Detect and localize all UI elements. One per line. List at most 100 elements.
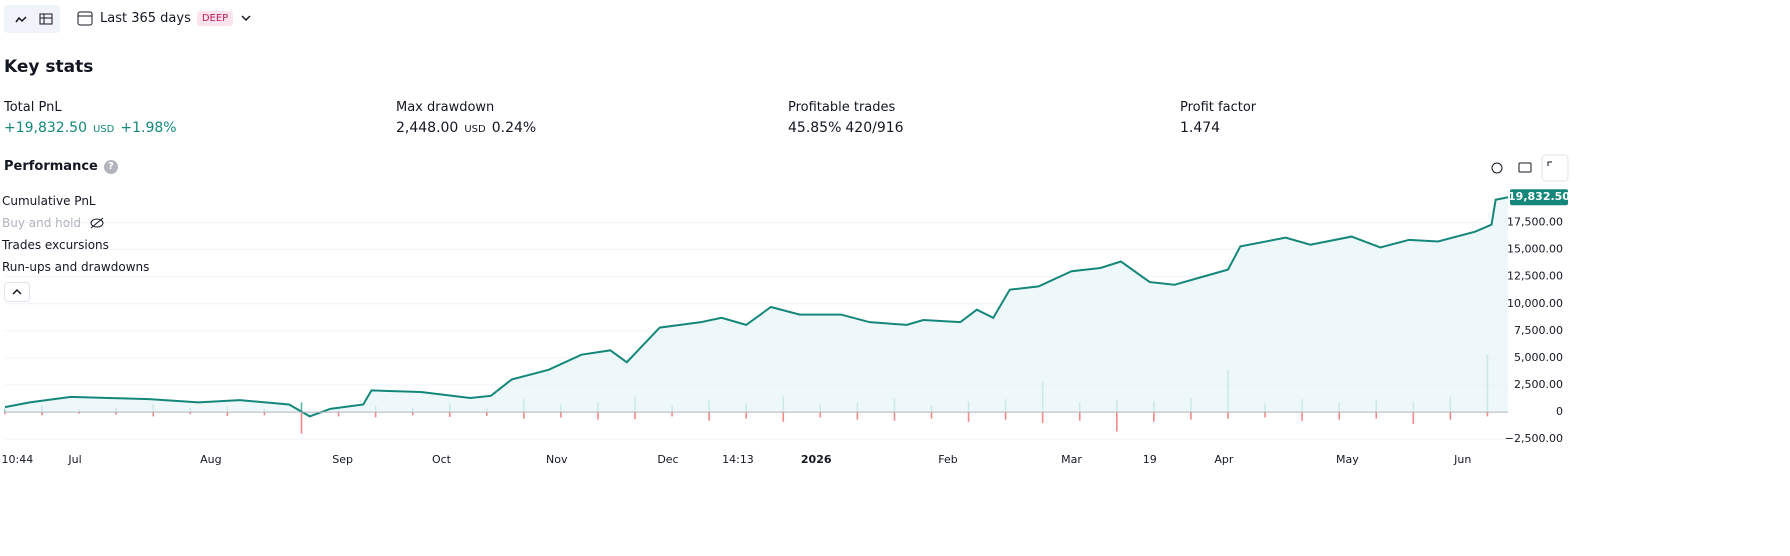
bar	[745, 412, 748, 419]
legend-item[interactable]: Cumulative PnL	[2, 194, 96, 208]
line	[4, 196, 1509, 418]
stat-row: 2,448.00 USD 0.24%	[396, 120, 536, 136]
bar	[930, 412, 933, 419]
x-tick-label: Feb	[938, 453, 957, 466]
bar	[115, 412, 117, 415]
fullscreen-icon	[1547, 161, 1552, 166]
x-tick-label: Nov	[546, 453, 568, 466]
bar	[1004, 412, 1007, 420]
range-selector[interactable]: Last 365 days DEEP	[76, 9, 253, 27]
y-tick-label: 0	[1556, 405, 1563, 418]
bar	[1338, 412, 1340, 420]
stat-unit: USD	[92, 124, 115, 135]
view-toggle[interactable]	[4, 5, 60, 33]
bar	[1449, 412, 1452, 420]
last-value-label: 19,832.50	[1508, 190, 1570, 203]
x-tick-label: Sep	[332, 453, 353, 466]
fullscreen-button[interactable]	[1541, 154, 1569, 182]
stat-unit: USD	[464, 124, 486, 135]
settings-icon[interactable]	[1491, 162, 1503, 174]
bar	[560, 412, 562, 418]
bar	[152, 412, 155, 417]
y-tick-label: 7,500.00	[1514, 324, 1563, 337]
help-icon[interactable]: ?	[103, 159, 118, 174]
stat: Total PnL +19,832.50 USD +1.98%	[4, 100, 177, 136]
bar	[1190, 412, 1192, 420]
stat-value: +19,832.50	[4, 120, 87, 136]
y-tick-label: 15,000.00	[1507, 243, 1563, 256]
x-tick-label: 10:44	[2, 453, 34, 466]
y-tick-label: 2,500.00	[1514, 378, 1563, 391]
y-tick-label: 5,000.00	[1514, 351, 1563, 364]
bar	[41, 412, 43, 416]
bar	[1041, 412, 1044, 423]
bar	[485, 412, 488, 416]
x-tick-label: Oct	[432, 453, 452, 466]
stat-extra: +1.98%	[120, 120, 177, 136]
bar	[448, 412, 451, 417]
bar	[4, 412, 6, 415]
x-tick-label: 14:13	[722, 453, 754, 466]
chart-icon	[15, 16, 27, 23]
stat: Profit factor 1.474	[1180, 100, 1256, 136]
stat-label: Profitable trades	[788, 100, 896, 115]
area	[5, 197, 1508, 417]
legend-label: Buy and hold	[2, 216, 82, 230]
stat-row: +19,832.50 USD +1.98%	[4, 120, 177, 136]
stat: Max drawdown 2,448.00 USD 0.24%	[396, 100, 536, 136]
bar	[819, 412, 822, 418]
range-badge: DEEP	[196, 10, 234, 26]
x-tick-label: May	[1336, 453, 1359, 466]
stat-value: 45.85%	[788, 120, 842, 136]
bar	[411, 412, 414, 416]
stat-row: 45.85% 420/916	[788, 120, 904, 136]
bar	[782, 412, 785, 422]
snapshot-icon[interactable]	[1518, 162, 1532, 173]
bar	[967, 412, 970, 422]
calendar-icon	[77, 11, 93, 26]
x-tick-label: 2026	[801, 453, 832, 466]
bar	[671, 412, 673, 417]
stat: Profitable trades 45.85% 420/916	[788, 100, 904, 136]
legend-item[interactable]: Run-ups and drawdowns	[2, 260, 150, 274]
toggle-icons	[15, 13, 53, 25]
stat-row: 1.474	[1180, 120, 1256, 136]
stat-label: Profit factor	[1180, 100, 1257, 115]
x-tick-label: Dec	[657, 453, 678, 466]
key-stats-title: Key stats	[4, 57, 94, 77]
legend-item-hidden[interactable]: Buy and hold	[2, 216, 105, 230]
y-tick-label: 12,500.00	[1507, 270, 1563, 283]
stat-value: 1.474	[1180, 120, 1221, 136]
y-tick-label: 10,000.00	[1507, 297, 1563, 310]
bar	[337, 412, 340, 417]
x-tick-label: 19	[1143, 453, 1157, 466]
stat-label: Total PnL	[4, 100, 62, 115]
bar	[1301, 412, 1303, 421]
y-tick-label: −2,500.00	[1505, 432, 1563, 445]
bar	[1486, 412, 1489, 417]
chart-tools	[1491, 154, 1569, 182]
bar	[189, 412, 192, 415]
collapse-button[interactable]	[4, 282, 30, 302]
y-tick-label: 17,500.00	[1507, 216, 1563, 229]
bar	[1412, 412, 1415, 424]
x-tick-label: Aug	[200, 453, 221, 466]
bar	[634, 412, 636, 420]
bar	[1116, 412, 1118, 432]
bar	[1264, 412, 1266, 418]
collapse-icon	[12, 288, 22, 295]
stat-label: Max drawdown	[396, 100, 495, 115]
performance-header: Performance ?	[4, 159, 118, 174]
legend-item[interactable]: Trades excursions	[2, 238, 109, 252]
hidden-icon	[90, 217, 104, 229]
stat-extra: 420/916	[845, 120, 904, 136]
x-tick-label: Jul	[67, 453, 81, 466]
x-tick-label: Jun	[1453, 453, 1471, 466]
x-tick-label: Mar	[1061, 453, 1082, 466]
stat-extra: 0.24%	[491, 120, 537, 136]
bar	[856, 412, 859, 420]
range-label: Last 365 days	[100, 10, 191, 26]
bar	[300, 412, 303, 434]
